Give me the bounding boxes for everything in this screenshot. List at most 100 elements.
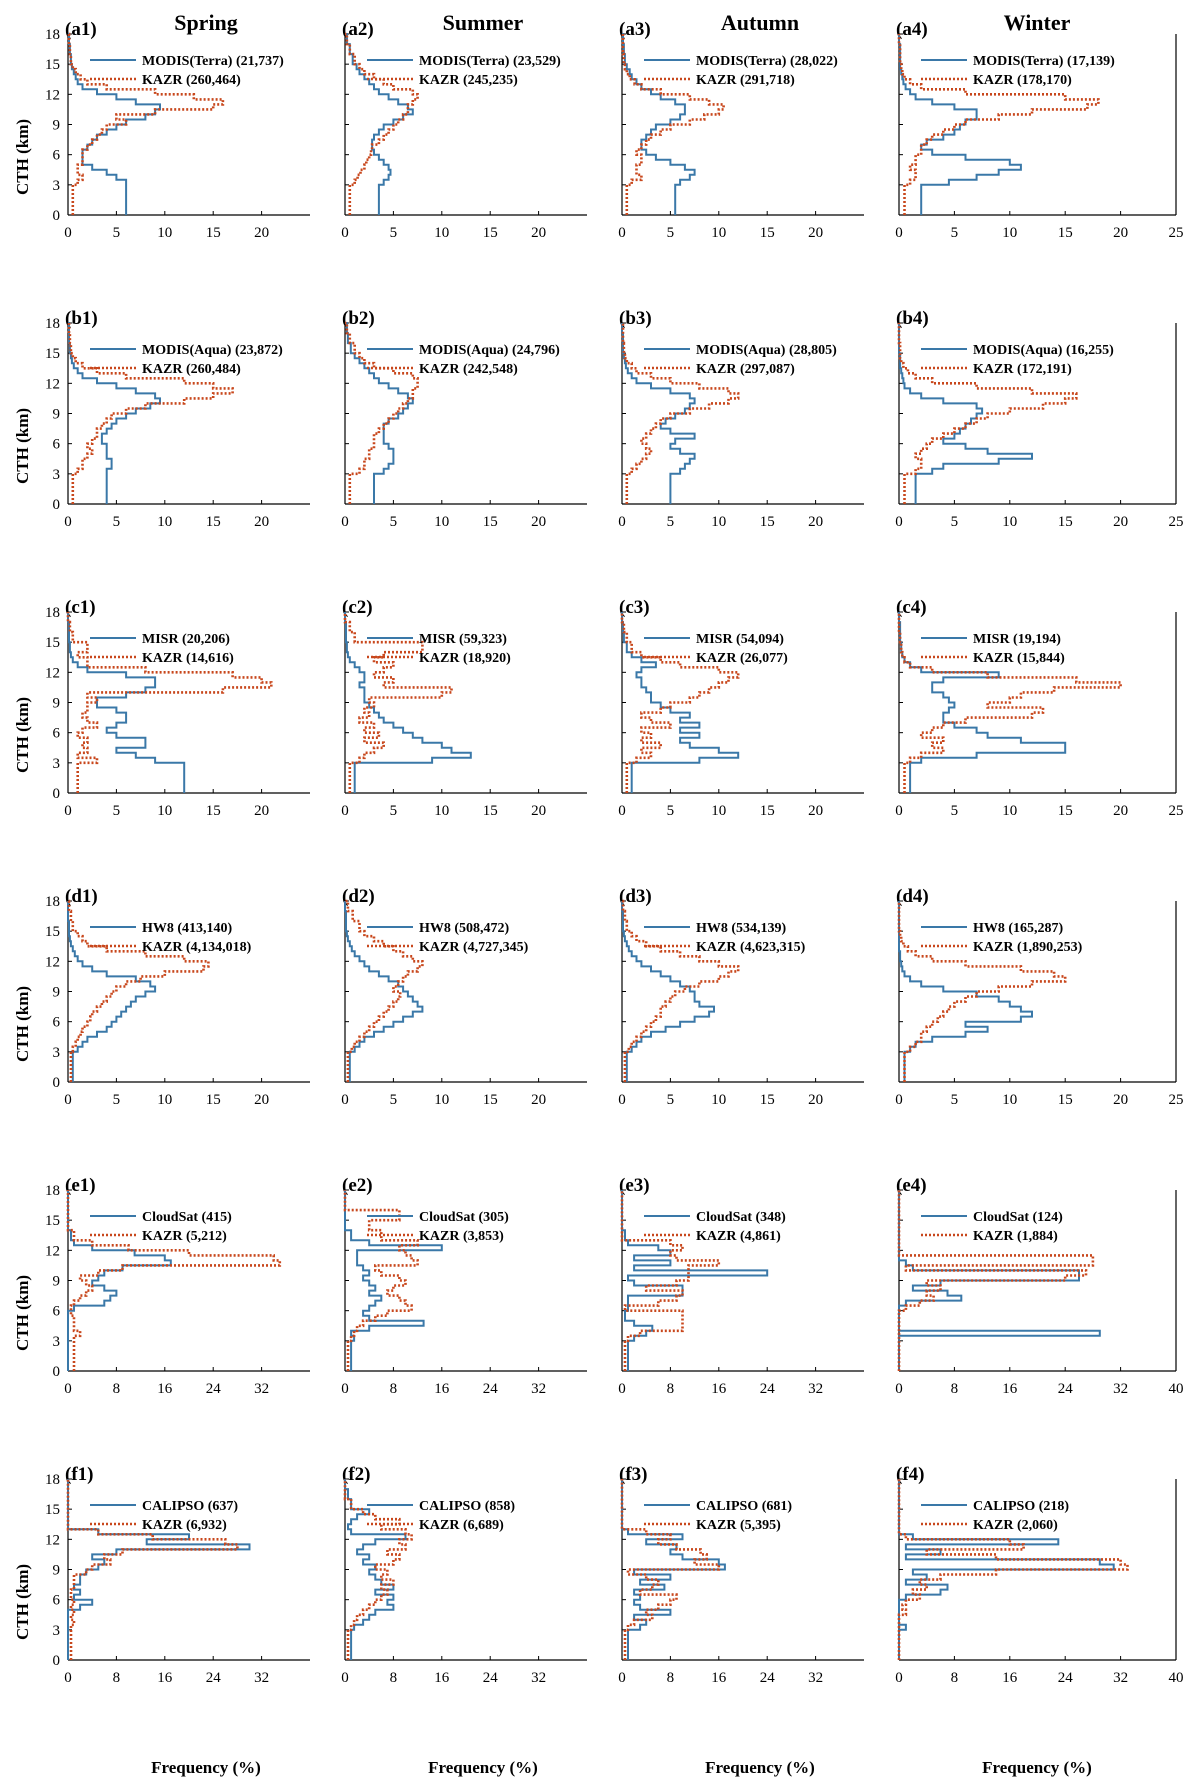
kazr-profile-line bbox=[897, 34, 1100, 215]
x-tick-label: 10 bbox=[1002, 225, 1017, 241]
y-tick-label: 18 bbox=[45, 27, 60, 43]
x-tick-label: 20 bbox=[1113, 1092, 1128, 1108]
x-tick-label: 16 bbox=[434, 1381, 450, 1397]
x-tick-label: 5 bbox=[113, 803, 121, 819]
x-tick-label: 20 bbox=[531, 1092, 546, 1108]
legend-satellite-label: MODIS(Aqua) (24,796) bbox=[419, 343, 560, 358]
y-tick-label: 6 bbox=[53, 1593, 61, 1609]
legend: MISR (54,094) KAZR (26,077) bbox=[644, 632, 788, 666]
x-tick-label: 15 bbox=[483, 514, 498, 530]
x-tick-label: 0 bbox=[618, 225, 626, 241]
kazr-profile-line bbox=[66, 1190, 282, 1371]
x-tick-label: 16 bbox=[711, 1670, 727, 1686]
x-tick-label: 10 bbox=[434, 225, 449, 241]
legend-satellite-label: MODIS(Terra) (23,529) bbox=[419, 54, 561, 69]
x-tick-label: 8 bbox=[113, 1670, 121, 1686]
kazr-profile-line bbox=[67, 321, 234, 504]
legend-satellite-label: MISR (19,194) bbox=[973, 632, 1061, 647]
y-axis-titles: CTH (km) CTH (km) CTH (km) CTH (km) CTH … bbox=[13, 119, 32, 1640]
x-axis-title-col-4: Frequency (%) bbox=[982, 1758, 1092, 1777]
satellite-profile-line bbox=[621, 612, 740, 793]
panel-d2: (d2) 0 5 10 15 20 HW8 (508,472) KAZR (4,727,345… bbox=[341, 886, 587, 1108]
legend: CALIPSO (681) KAZR (5,395) bbox=[644, 1499, 792, 1533]
x-tick-label: 15 bbox=[206, 225, 221, 241]
kazr-profile-line bbox=[897, 612, 1122, 793]
legend-kazr-label: KAZR (172,191) bbox=[973, 362, 1072, 377]
x-tick-label: 0 bbox=[64, 1092, 72, 1108]
legend-kazr-label: KAZR (6,932) bbox=[142, 1518, 227, 1533]
panel-label: (f2) bbox=[342, 1464, 370, 1485]
x-tick-label: 0 bbox=[895, 803, 903, 819]
x-tick-label: 10 bbox=[711, 514, 726, 530]
x-tick-label: 15 bbox=[760, 1092, 775, 1108]
legend-kazr-label: KAZR (260,464) bbox=[142, 73, 241, 88]
y-tick-label: 18 bbox=[45, 1183, 60, 1199]
legend-satellite-label: HW8 (165,287) bbox=[973, 921, 1064, 936]
legend: HW8 (508,472) KAZR (4,727,345) bbox=[367, 921, 529, 955]
x-tick-label: 0 bbox=[64, 225, 72, 241]
legend: MODIS(Aqua) (24,796) KAZR (242,548) bbox=[367, 343, 560, 377]
x-tick-label: 0 bbox=[341, 1092, 349, 1108]
legend: MISR (59,323) KAZR (18,920) bbox=[367, 632, 511, 666]
panel-label: (a1) bbox=[65, 19, 97, 40]
panel-e1: (e1) 0 3 6 9 12 15 18 0 8 16 24 32 CloudSat (415) KAZR… bbox=[45, 1175, 310, 1397]
y-tick-label: 3 bbox=[53, 1334, 61, 1350]
panel-c4: (c4) 0 5 10 15 20 25 MISR (19,194) KAZR (15,844) bbox=[895, 597, 1183, 819]
panel-c2: (c2) 0 5 10 15 20 MISR (59,323) KAZR (18,920) bbox=[341, 597, 587, 819]
legend: MODIS(Terra) (21,737) KAZR (260,464) bbox=[90, 54, 284, 88]
kazr-profile-line bbox=[621, 32, 725, 215]
x-tick-label: 0 bbox=[64, 1670, 72, 1686]
satellite-profile-line bbox=[621, 1190, 769, 1371]
x-tick-label: 15 bbox=[1058, 225, 1073, 241]
satellite-profile-line bbox=[898, 901, 1033, 1082]
x-tick-label: 32 bbox=[254, 1670, 269, 1686]
x-tick-label: 25 bbox=[1169, 225, 1184, 241]
x-tick-label: 40 bbox=[1169, 1670, 1184, 1686]
y-tick-label: 18 bbox=[45, 316, 60, 332]
kazr-profile-line bbox=[897, 323, 1078, 504]
y-tick-label: 12 bbox=[45, 87, 60, 103]
x-tick-label: 10 bbox=[711, 225, 726, 241]
x-tick-label: 32 bbox=[1113, 1670, 1128, 1686]
x-tick-label: 5 bbox=[667, 803, 675, 819]
season-header-autumn: Autumn bbox=[721, 10, 799, 35]
satellite-profile-line bbox=[622, 33, 696, 215]
panel-label: (e4) bbox=[896, 1175, 927, 1196]
x-tick-label: 0 bbox=[341, 514, 349, 530]
kazr-profile-line bbox=[621, 899, 740, 1082]
panel-e2: (e2) 0 8 16 24 32 CloudSat (305) KAZR (3,853) bbox=[341, 1175, 587, 1397]
x-tick-label: 5 bbox=[390, 514, 398, 530]
panel-label: (c1) bbox=[65, 597, 96, 618]
x-tick-label: 15 bbox=[206, 803, 221, 819]
legend-satellite-label: CALIPSO (218) bbox=[973, 1499, 1069, 1514]
legend-kazr-label: KAZR (178,170) bbox=[973, 73, 1072, 88]
legend-kazr-label: KAZR (4,623,315) bbox=[696, 940, 806, 955]
y-tick-label: 15 bbox=[45, 1213, 60, 1229]
x-tick-label: 5 bbox=[113, 514, 121, 530]
x-tick-label: 20 bbox=[808, 1092, 823, 1108]
legend-satellite-label: CALIPSO (858) bbox=[419, 1499, 515, 1514]
x-tick-label: 5 bbox=[951, 514, 959, 530]
x-tick-label: 25 bbox=[1169, 803, 1184, 819]
legend-kazr-label: KAZR (5,212) bbox=[142, 1229, 227, 1244]
panel-grid: (a1) 0 3 6 9 12 15 18 0 5 10 15 20 MODIS(Terra) (21,7… bbox=[45, 19, 1184, 1686]
y-tick-label: 6 bbox=[53, 1304, 61, 1320]
panel-d4: (d4) 0 5 10 15 20 25 HW8 (165,287) KAZR (1,890,2… bbox=[895, 886, 1183, 1108]
satellite-profile-line bbox=[344, 612, 472, 793]
x-tick-label: 15 bbox=[483, 1092, 498, 1108]
legend-satellite-label: CALIPSO (637) bbox=[142, 1499, 238, 1514]
legend: HW8 (165,287) KAZR (1,890,253) bbox=[921, 921, 1083, 955]
x-tick-label: 15 bbox=[760, 803, 775, 819]
y-tick-label: 12 bbox=[45, 1243, 60, 1259]
panel-label: (d3) bbox=[619, 886, 652, 907]
x-tick-label: 24 bbox=[206, 1381, 222, 1397]
legend-satellite-label: CALIPSO (681) bbox=[696, 1499, 792, 1514]
y-tick-label: 6 bbox=[53, 1015, 61, 1031]
x-tick-label: 32 bbox=[808, 1381, 823, 1397]
legend-kazr-label: KAZR (242,548) bbox=[419, 362, 518, 377]
x-tick-label: 15 bbox=[1058, 514, 1073, 530]
y-axis-title-row-c: CTH (km) bbox=[13, 697, 32, 773]
x-tick-label: 5 bbox=[667, 225, 675, 241]
x-tick-label: 20 bbox=[254, 803, 269, 819]
